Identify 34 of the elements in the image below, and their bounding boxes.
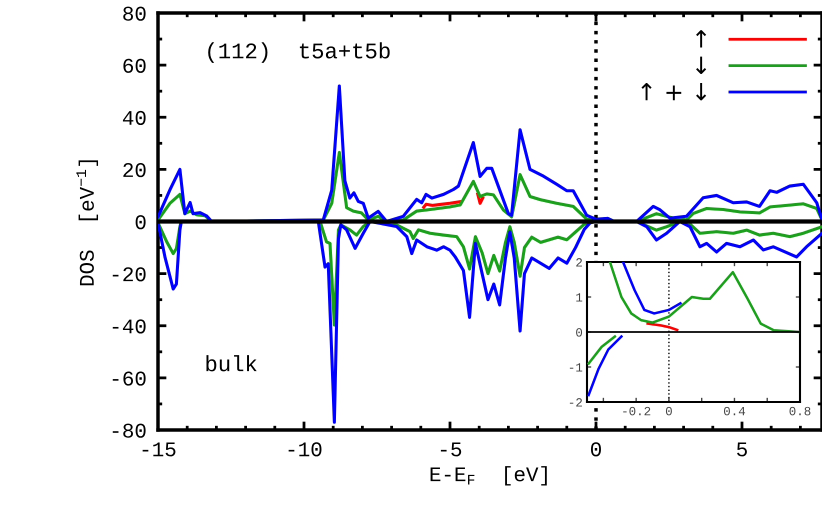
y-axis-title: DOS [eV$^{−1}$] [76,160,98,286]
x-tick-label: -10 [288,442,322,456]
legend-label: ↑ [696,30,706,48]
y-tick-label: 80 [123,6,146,21]
legend-label: ↓ [696,56,706,74]
y-tick-label: -1 [570,363,582,372]
x-tick-label: 0 [666,406,672,416]
text: E-E$_{F}$ [eV] [430,466,547,486]
y-tick-label: 0 [136,215,146,230]
x-tick-label: -5 [440,442,462,456]
line-series [587,335,623,396]
y-tick-label: -2 [570,398,582,407]
annotation: (112) t5a+t5b [208,42,390,63]
x-tick-label: -15 [142,442,176,456]
y-tick-label: 40 [122,110,146,126]
x-tick-label: 5 [737,442,747,456]
y-tick-label: 0 [576,328,582,337]
y-tick-label: -20 [112,267,146,282]
legend-label: ↑ + ↓ [641,82,706,100]
x-tick-label: 0.4 [724,406,746,416]
line-series [622,262,682,315]
y-tick-label: -80 [112,424,146,438]
x-tick-label: -0.2 [623,406,650,416]
y-tick-label: 2 [576,258,582,267]
x-tick-label: 0 [591,442,601,456]
x-tick-label: 0.8 [790,406,810,416]
y-tick-label: 1 [576,293,582,302]
y-tick-label: 20 [123,162,146,178]
y-tick-label: -60 [112,371,146,386]
y-tick-label: -40 [112,319,146,334]
y-tick-label: 60 [123,58,146,73]
line-series [608,262,800,334]
line-series [646,322,678,332]
annotation: bulk [206,355,257,372]
